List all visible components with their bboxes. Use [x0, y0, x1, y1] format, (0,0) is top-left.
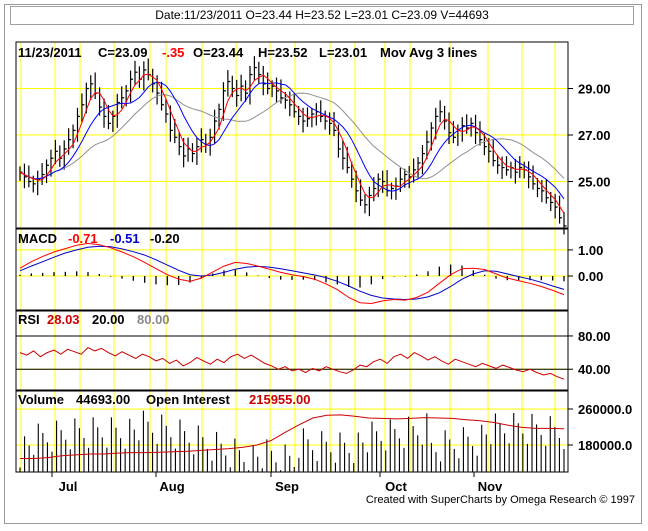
price-legend-change: -.35 [162, 45, 184, 60]
header-info-bar: Date:11/23/2011 O=23.44 H=23.52 L=23.01 … [10, 6, 634, 25]
rsi-panel-border [15, 310, 569, 391]
price-legend-open: O=23.44 [193, 45, 244, 60]
marks-layer [19, 56, 567, 472]
price-legend-study: Mov Avg 3 lines [380, 45, 477, 60]
chart-window [4, 4, 642, 524]
price-legend-date: 11/23/2011 [18, 45, 82, 60]
macd-legend-label: MACD [18, 231, 57, 246]
macd-line [19, 242, 565, 305]
macd-legend-signal: -0.51 [110, 231, 140, 246]
price-legend-high: H=23.52 [258, 45, 308, 60]
volume-legend-oi-value: 215955.00 [249, 392, 310, 407]
macd-legend-histogram: -0.20 [150, 231, 180, 246]
price-legend-close: C=23.09 [98, 45, 148, 60]
rsi-legend-value: 28.03 [47, 312, 80, 327]
volume-panel-border [15, 390, 569, 473]
rsi-y-tick-label: 80.00 [578, 329, 611, 344]
volume-legend-volume: 44693.00 [76, 392, 130, 407]
macd-legend-macd: -0.71 [68, 231, 98, 246]
x-tick-label: Sep [275, 479, 299, 494]
volume-y-tick-label: 180000.0 [578, 438, 632, 453]
x-tick-label: Aug [159, 479, 184, 494]
price-y-tick-label: 29.00 [578, 82, 611, 97]
footer-credit: Created with SuperCharts by Omega Resear… [365, 494, 635, 506]
rsi-y-tick-label: 40.00 [578, 362, 611, 377]
macd-panel-border [15, 228, 569, 311]
x-tick-label: Nov [478, 479, 503, 494]
moving-average-slow-line [19, 92, 565, 180]
macd-y-tick-label: 0.00 [578, 269, 603, 284]
price-legend-low: L=23.01 [319, 45, 367, 60]
volume-legend-oi-label: Open Interest [146, 392, 230, 407]
macd-y-tick-label: 1.00 [578, 243, 603, 258]
rsi-legend-label: RSI [18, 312, 40, 327]
x-tick-label: Jul [59, 479, 78, 494]
moving-average-fast-line [19, 73, 565, 214]
macd-signal-line [19, 245, 565, 301]
rsi-legend-overbought: 80.00 [137, 312, 170, 327]
plot-borders [15, 41, 573, 473]
legends: 11/23/2011 C=23.09 -.35 O=23.44 H=23.52 … [18, 45, 477, 407]
volume-y-tick-label: 260000.0 [578, 402, 632, 417]
x-tick-label: Oct [385, 479, 407, 494]
open-interest-line [20, 414, 565, 459]
rsi-line [19, 346, 565, 380]
axis-labels: 29.00 27.00 25.00 1.00 0.00 80.00 40.00 260000.… [51, 82, 632, 494]
price-y-tick-label: 27.00 [578, 128, 611, 143]
volume-legend-label: Volume [18, 392, 64, 407]
price-y-tick-label: 25.00 [578, 175, 611, 190]
rsi-legend-oversold: 20.00 [92, 312, 125, 327]
moving-average-mid-line [19, 81, 565, 200]
grid-layer [16, 42, 568, 472]
